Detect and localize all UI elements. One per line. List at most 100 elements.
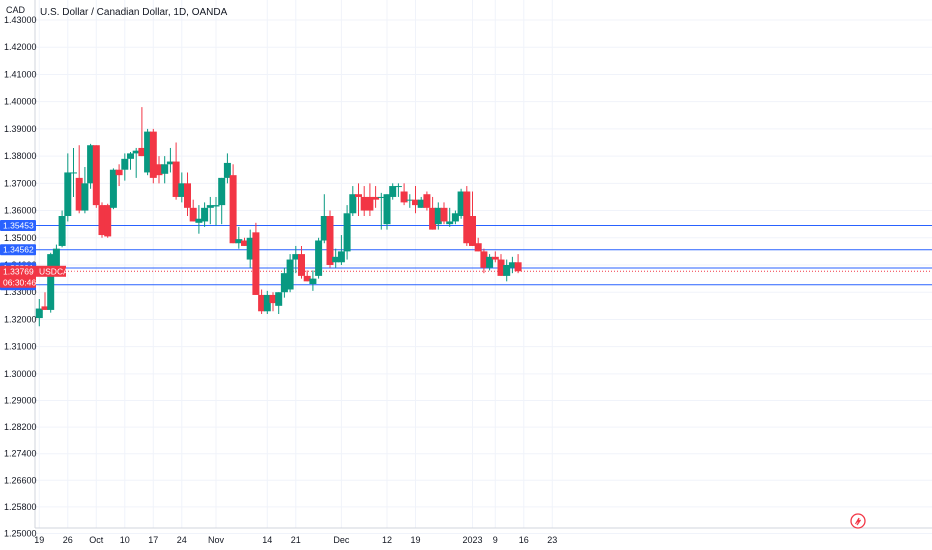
- candle-body: [389, 186, 397, 197]
- time-tick-label: 10: [120, 535, 130, 545]
- candle-body: [58, 216, 66, 246]
- candle-body: [366, 196, 374, 211]
- candle-body: [132, 150, 140, 154]
- candle-body: [457, 191, 465, 216]
- candle-body: [355, 194, 362, 197]
- candle-body: [292, 254, 300, 260]
- time-tick-label: 12: [382, 535, 392, 545]
- time-tick-label: 16: [519, 535, 529, 545]
- candle-body: [412, 199, 419, 206]
- current-price-tag: [0, 265, 36, 288]
- time-tick-label: Dec: [333, 535, 350, 545]
- candle-body: [258, 294, 266, 312]
- candle-body: [337, 251, 345, 263]
- candle-body: [332, 256, 340, 263]
- candle-body: [349, 194, 357, 214]
- candle-body: [417, 199, 425, 208]
- candle-body: [429, 207, 437, 230]
- candle-body: [184, 183, 191, 208]
- candle-body: [280, 273, 288, 293]
- candle-body: [269, 294, 277, 304]
- chart-title: U.S. Dollar / Canadian Dollar, 1D, OANDA: [40, 7, 228, 18]
- candle-body: [275, 292, 283, 306]
- candle-body: [463, 191, 471, 244]
- price-tick-label: 1.32000: [4, 314, 37, 324]
- current-price-tag-text: 06:30:46: [3, 277, 36, 287]
- price-tick-label: 1.27400: [4, 449, 37, 459]
- candle-body: [241, 240, 248, 246]
- candle-body: [70, 172, 77, 174]
- candle-body: [446, 221, 454, 225]
- time-tick-label: 9: [493, 535, 498, 545]
- price-tags: 1.354531.345621.338911.332751.3376906:30…: [0, 219, 75, 291]
- candle-body: [138, 147, 146, 157]
- candle-body: [514, 262, 522, 272]
- candle-body: [47, 254, 55, 310]
- candle-body: [161, 164, 169, 174]
- price-tick-label: 1.25000: [4, 528, 37, 538]
- candle-body: [104, 205, 112, 237]
- candles: [35, 107, 522, 327]
- candle-body: [201, 207, 209, 222]
- candle-body: [223, 162, 231, 178]
- candle-body: [189, 207, 197, 222]
- price-axis[interactable]: 1.43000 1.42000 1.41000 1.40000 1.39000 1.380…: [4, 0, 37, 538]
- candle-body: [75, 177, 83, 211]
- candle-body: [172, 161, 180, 197]
- candle-body: [491, 256, 499, 260]
- candle-body: [81, 183, 89, 211]
- candle-body: [503, 265, 511, 276]
- price-tick-label: 1.28200: [4, 422, 37, 432]
- time-axis[interactable]: 19 26 Oct 10 17 24 Nov 14 21 Dec 12 19 2023 9 16 23: [34, 527, 932, 545]
- time-tick-label: 24: [177, 535, 187, 545]
- candle-body: [52, 248, 60, 268]
- candle-body: [303, 275, 311, 282]
- symbol-tag-text: USDCAD: [39, 266, 75, 276]
- level-price-tag: [0, 219, 36, 231]
- candle-body: [394, 186, 402, 188]
- candle-body: [497, 259, 505, 276]
- candle-body: [87, 145, 95, 184]
- candle-body: [474, 243, 482, 252]
- candle-body: [35, 308, 43, 319]
- price-tick-label: 1.43000: [4, 15, 37, 25]
- candle-body: [434, 207, 442, 225]
- time-tick-label: 17: [148, 535, 158, 545]
- time-tick-label: 19: [410, 535, 420, 545]
- time-tick-label: 14: [262, 535, 272, 545]
- candle-body: [406, 199, 414, 201]
- candle-body: [206, 205, 214, 208]
- candle-body: [508, 262, 516, 268]
- candle-body: [480, 251, 488, 268]
- price-tick-label: 1.25800: [4, 502, 37, 512]
- price-tick-label: 1.39000: [4, 124, 37, 134]
- candle-body: [178, 183, 186, 197]
- candle-body: [377, 196, 385, 198]
- candle-body: [218, 177, 226, 206]
- candle-body: [400, 191, 408, 203]
- price-tick-label: 1.38000: [4, 151, 37, 161]
- candle-body: [486, 256, 494, 268]
- candle-body: [315, 240, 323, 276]
- candle-body: [121, 158, 129, 170]
- time-tick-label: 2023: [462, 535, 482, 545]
- candle-body: [263, 294, 271, 312]
- candle-body: [372, 196, 380, 200]
- candle-body: [41, 306, 49, 310]
- price-tick-label: 1.35000: [4, 233, 37, 243]
- time-tick-label: Nov: [208, 535, 225, 545]
- candle-body: [64, 172, 72, 216]
- candle-body: [149, 131, 157, 178]
- candle-body: [166, 161, 174, 165]
- candle-body: [212, 205, 220, 207]
- level-price-tag: [0, 244, 36, 256]
- candle-body: [451, 213, 459, 222]
- symbol-tag: [36, 265, 66, 277]
- tradingview-logo-icon[interactable]: [850, 513, 866, 529]
- candle-body: [360, 196, 368, 211]
- candle-body: [383, 194, 391, 225]
- price-tick-label: 1.41000: [4, 69, 37, 79]
- candle-body: [195, 218, 203, 223]
- candle-body: [109, 169, 117, 208]
